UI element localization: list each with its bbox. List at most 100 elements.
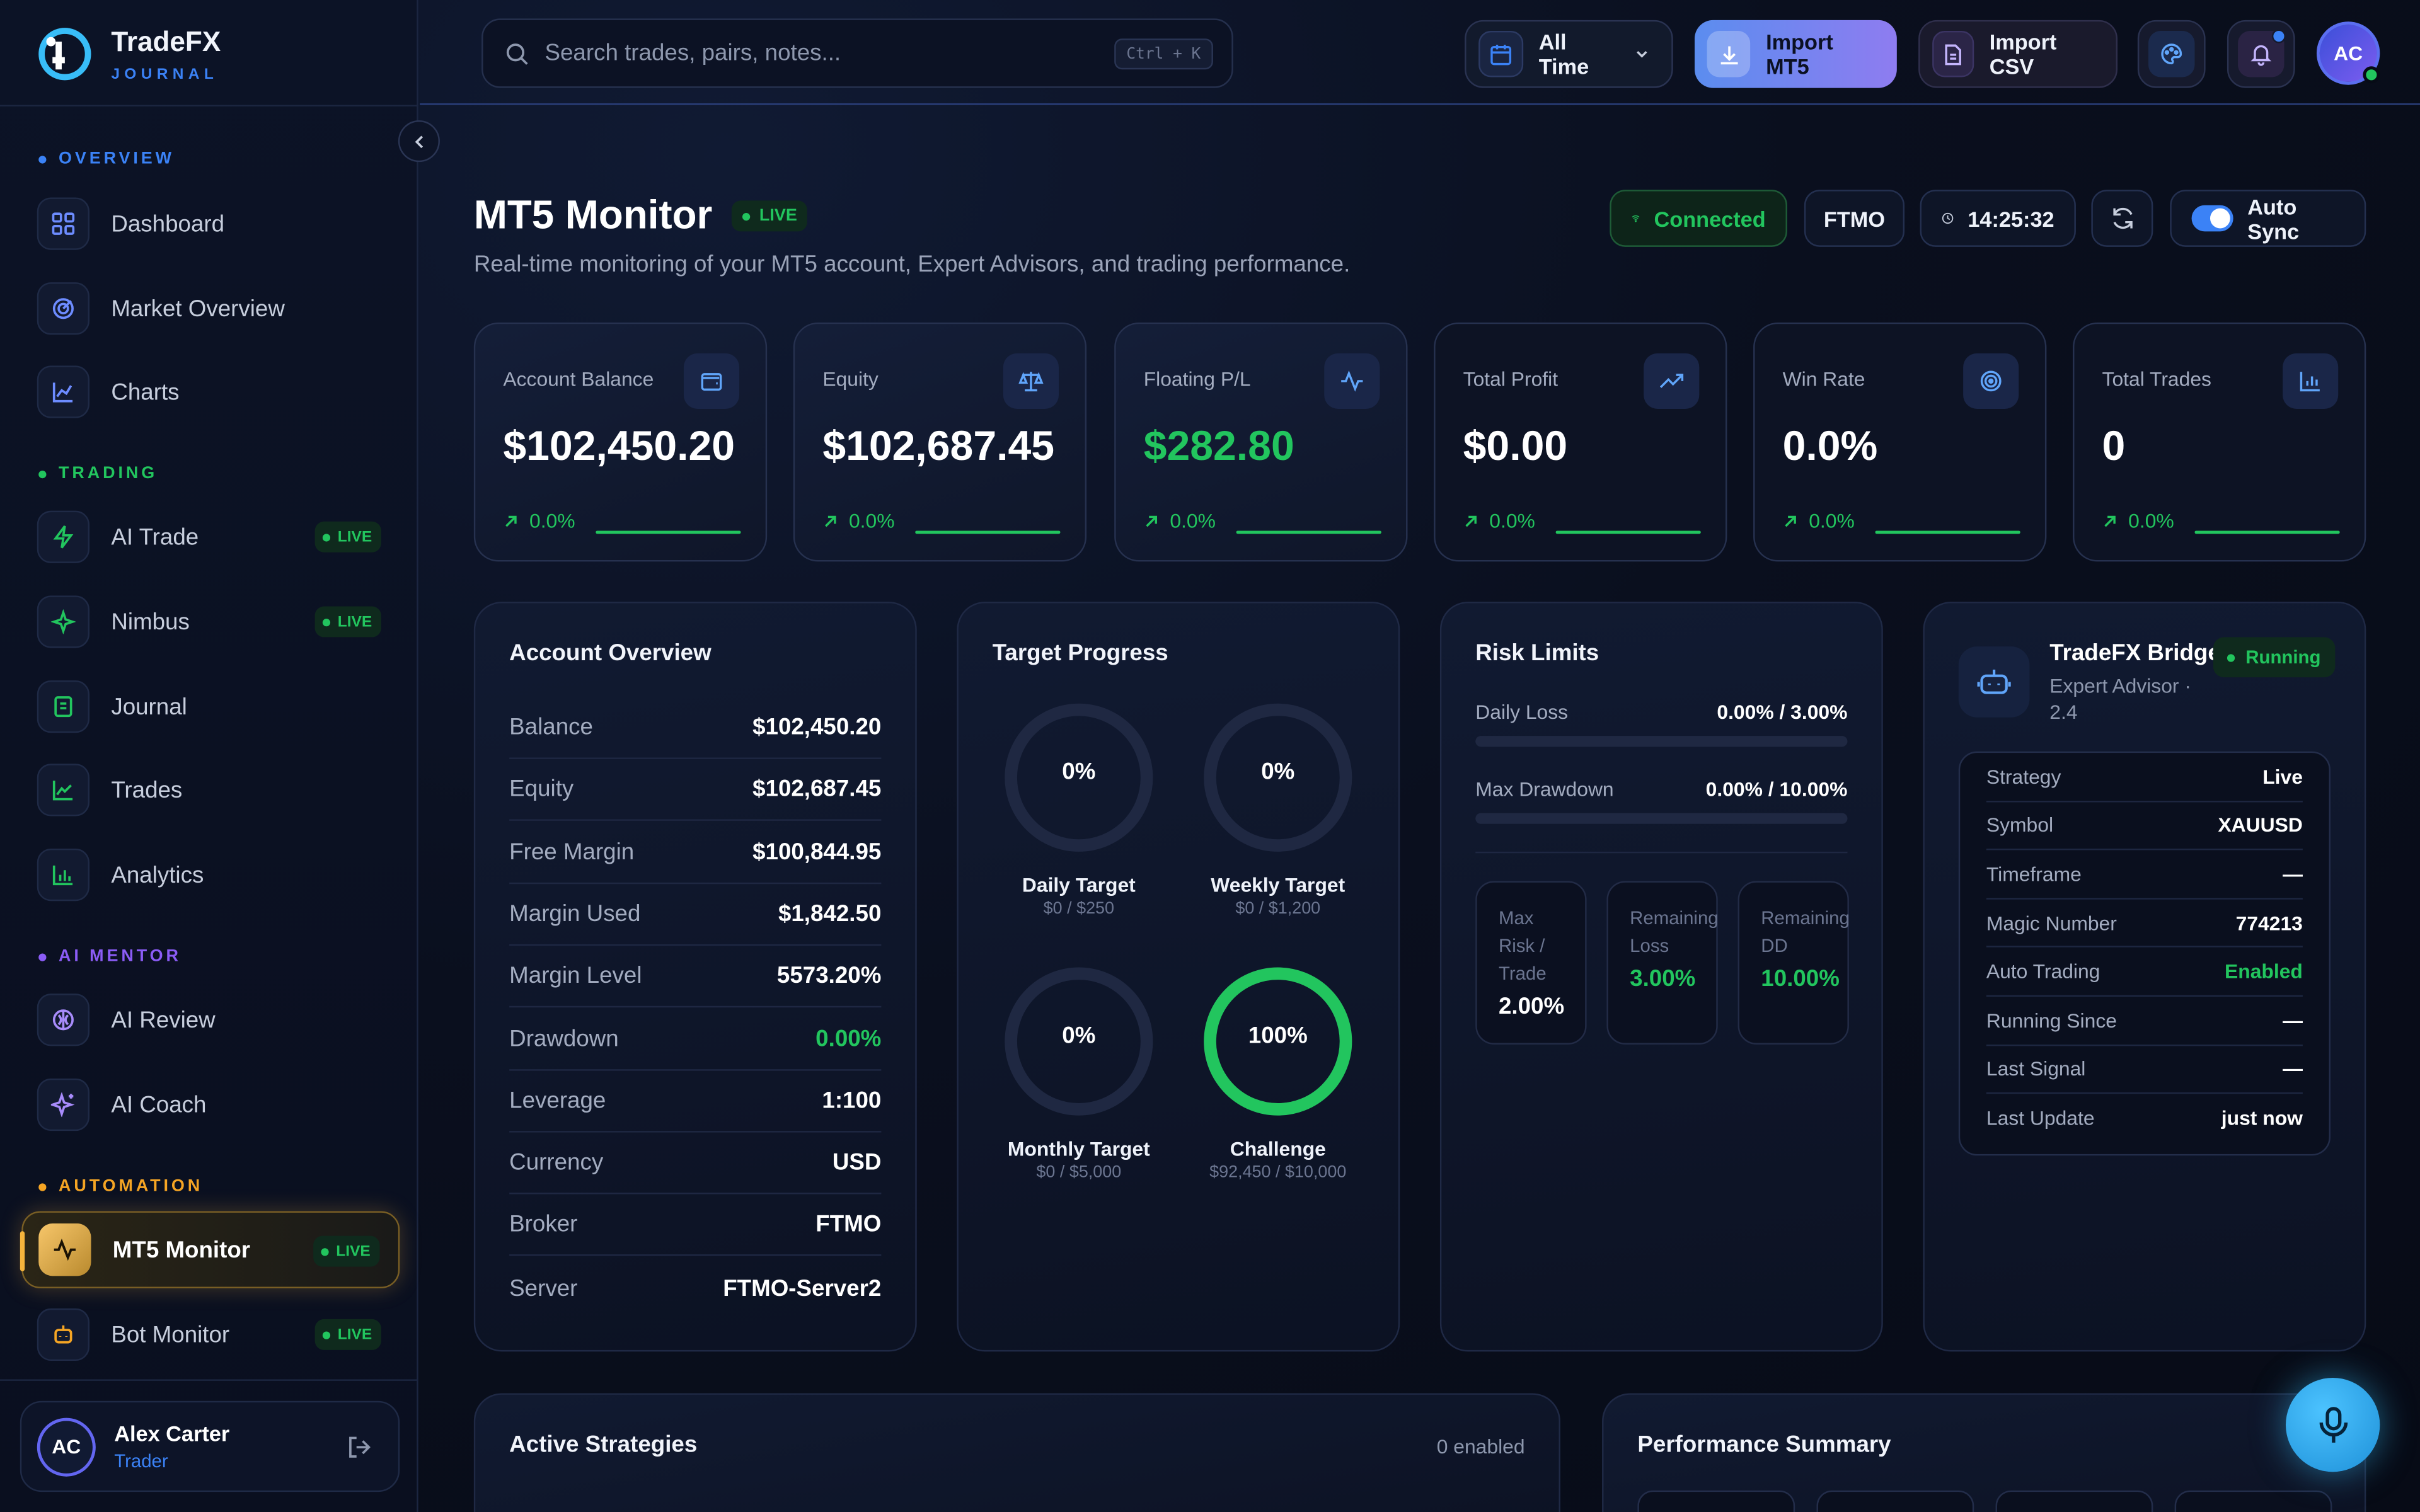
stat-sparkline	[1875, 530, 2020, 534]
panel-title: Active Strategies	[509, 1431, 698, 1458]
stat-value: 0.0%	[1782, 423, 1878, 469]
pulse-icon	[38, 1223, 91, 1276]
arrow-up-right-icon	[825, 515, 836, 527]
monthly-target-ring: 0% Monthly Target $0 / $5,000	[986, 965, 1172, 1182]
section-trading: TRADING	[38, 464, 158, 483]
trend-up-icon	[1644, 353, 1700, 409]
stat-sparkline	[915, 530, 1061, 534]
sidebar-item-ai-review[interactable]: AI Review	[21, 982, 400, 1058]
logout-icon[interactable]	[346, 1433, 374, 1461]
sidebar-item-label: AI Trade	[111, 524, 199, 551]
weekly-target-ring: 0% Weekly Target $0 / $1,200	[1185, 701, 1371, 918]
date-range-dropdown[interactable]: All Time	[1465, 20, 1673, 88]
brand-name: TradeFX	[111, 25, 221, 57]
sidebar-item-analytics[interactable]: Analytics	[21, 836, 400, 913]
trend-chart-icon	[37, 764, 90, 816]
sidebar-item-label: Analytics	[111, 861, 204, 888]
ea-subtitle: Expert Advisor · 2.4	[2049, 674, 2192, 724]
panel-title: Risk Limits	[1475, 640, 1599, 667]
sidebar-item-label: Charts	[111, 379, 180, 405]
active-strategies-panel: Active Strategies 0 enabled	[473, 1393, 1560, 1512]
arrow-up-right-icon	[1785, 515, 1796, 527]
sidebar-item-label: Bot Monitor	[111, 1321, 230, 1348]
stat-sparkline	[1555, 530, 1701, 534]
line-chart-icon	[37, 365, 90, 418]
progress-ring	[1204, 703, 1352, 852]
user-card[interactable]: AC Alex Carter Trader	[20, 1400, 400, 1492]
live-badge: LIVE	[314, 1319, 381, 1350]
remaining-dd-box: Remaining DD 10.00%	[1737, 881, 1850, 1045]
sidebar-item-ai-coach[interactable]: AI Coach	[21, 1066, 400, 1143]
wallet-icon	[683, 353, 740, 409]
arrow-up-right-icon	[505, 515, 517, 527]
user-role: Trader	[114, 1450, 168, 1472]
table-row: Symbol XAUUSD	[1986, 801, 2303, 850]
broker-badge: FTMO	[1804, 190, 1905, 247]
import-csv-button[interactable]: Import CSV	[1918, 20, 2118, 88]
sidebar-item-dashboard[interactable]: Dashboard	[21, 185, 400, 262]
search-input[interactable]	[544, 40, 1101, 67]
active-indicator	[20, 1231, 25, 1271]
import-mt5-label: Import MT5	[1766, 29, 1833, 79]
stat-card-equity: Equity $102,687.45 0.0%	[793, 322, 1087, 562]
summary-tile	[1637, 1490, 1795, 1512]
sidebar-item-label: Dashboard	[111, 210, 225, 237]
stat-change: 0.0%	[503, 509, 575, 532]
sidebar-item-market-overview[interactable]: Market Overview	[21, 270, 400, 347]
refresh-button[interactable]	[2091, 190, 2153, 247]
sidebar-item-label: Journal	[111, 693, 187, 720]
progress-ring	[1005, 967, 1153, 1116]
voice-assistant-button[interactable]	[2285, 1377, 2380, 1472]
profile-avatar[interactable]: AC	[2316, 21, 2380, 85]
stat-sparkline	[2194, 530, 2340, 534]
page-title: MT5 Monitor	[473, 191, 713, 238]
stat-change: 0.0%	[822, 509, 895, 532]
running-badge: Running	[2213, 637, 2335, 678]
sidebar-item-trades[interactable]: Trades	[21, 752, 400, 828]
import-mt5-button[interactable]: Import MT5	[1695, 20, 1897, 88]
sidebar-item-nimbus[interactable]: Nimbus LIVE	[21, 583, 400, 660]
panel-title: Account Overview	[509, 640, 712, 667]
sidebar-item-bot-monitor[interactable]: Bot Monitor LIVE	[21, 1296, 400, 1373]
toggle-switch[interactable]	[2191, 205, 2234, 232]
sidebar-item-journal[interactable]: Journal	[21, 668, 400, 745]
table-row: Magic Number 774213	[1986, 899, 2303, 948]
theme-button[interactable]	[2137, 20, 2206, 88]
stat-value: $102,687.45	[822, 423, 1055, 469]
sidebar-item-mt5-monitor[interactable]: MT5 Monitor LIVE	[20, 1211, 400, 1288]
auto-sync-toggle[interactable]: Auto Sync	[2170, 190, 2366, 247]
notebook-icon	[37, 680, 90, 733]
avatar[interactable]: AC	[37, 1417, 96, 1476]
bell-icon	[2238, 30, 2285, 77]
progress-ring	[1204, 967, 1352, 1116]
bar-chart-icon	[2283, 353, 2339, 409]
overview-row: Broker FTMO	[509, 1194, 882, 1256]
panel-title: Target Progress	[992, 640, 1168, 667]
stat-sparkline	[1236, 530, 1381, 534]
section-overview: OVERVIEW	[38, 150, 175, 168]
lightning-icon	[37, 510, 90, 563]
sidebar-item-label: MT5 Monitor	[112, 1236, 251, 1263]
challenge-ring: 100% Challenge $92,450 / $10,000	[1185, 965, 1371, 1182]
table-row: Timeframe —	[1986, 850, 2303, 900]
sidebar-item-charts[interactable]: Charts	[21, 353, 400, 430]
notifications-button[interactable]	[2227, 20, 2295, 88]
search-bar[interactable]: Ctrl + K	[481, 18, 1233, 88]
brand[interactable]: TradeFX JOURNAL	[37, 15, 221, 92]
radar-icon	[37, 282, 90, 335]
stat-change: 0.0%	[2102, 509, 2174, 532]
stat-card-floating-pl: Floating P/L $282.80 0.0%	[1114, 322, 1408, 562]
remaining-loss-box: Remaining Loss 3.00%	[1606, 881, 1719, 1045]
summary-tile	[1816, 1490, 1974, 1512]
logo-icon	[38, 28, 91, 81]
target-icon	[1963, 353, 2019, 409]
live-badge: LIVE	[314, 606, 381, 638]
bot-icon	[1958, 646, 2030, 718]
account-overview-panel: Account Overview Balance $102,450.20 Equi…	[473, 602, 917, 1352]
ea-details-table: Strategy Live Symbol XAUUSD Timeframe — Mag…	[1958, 751, 2331, 1156]
daily-target-ring: 0% Daily Target $0 / $250	[986, 701, 1172, 918]
sidebar-item-ai-trade[interactable]: AI Trade LIVE	[21, 498, 400, 575]
collapse-sidebar-button[interactable]	[398, 120, 440, 163]
overview-row: Currency USD	[509, 1133, 882, 1194]
